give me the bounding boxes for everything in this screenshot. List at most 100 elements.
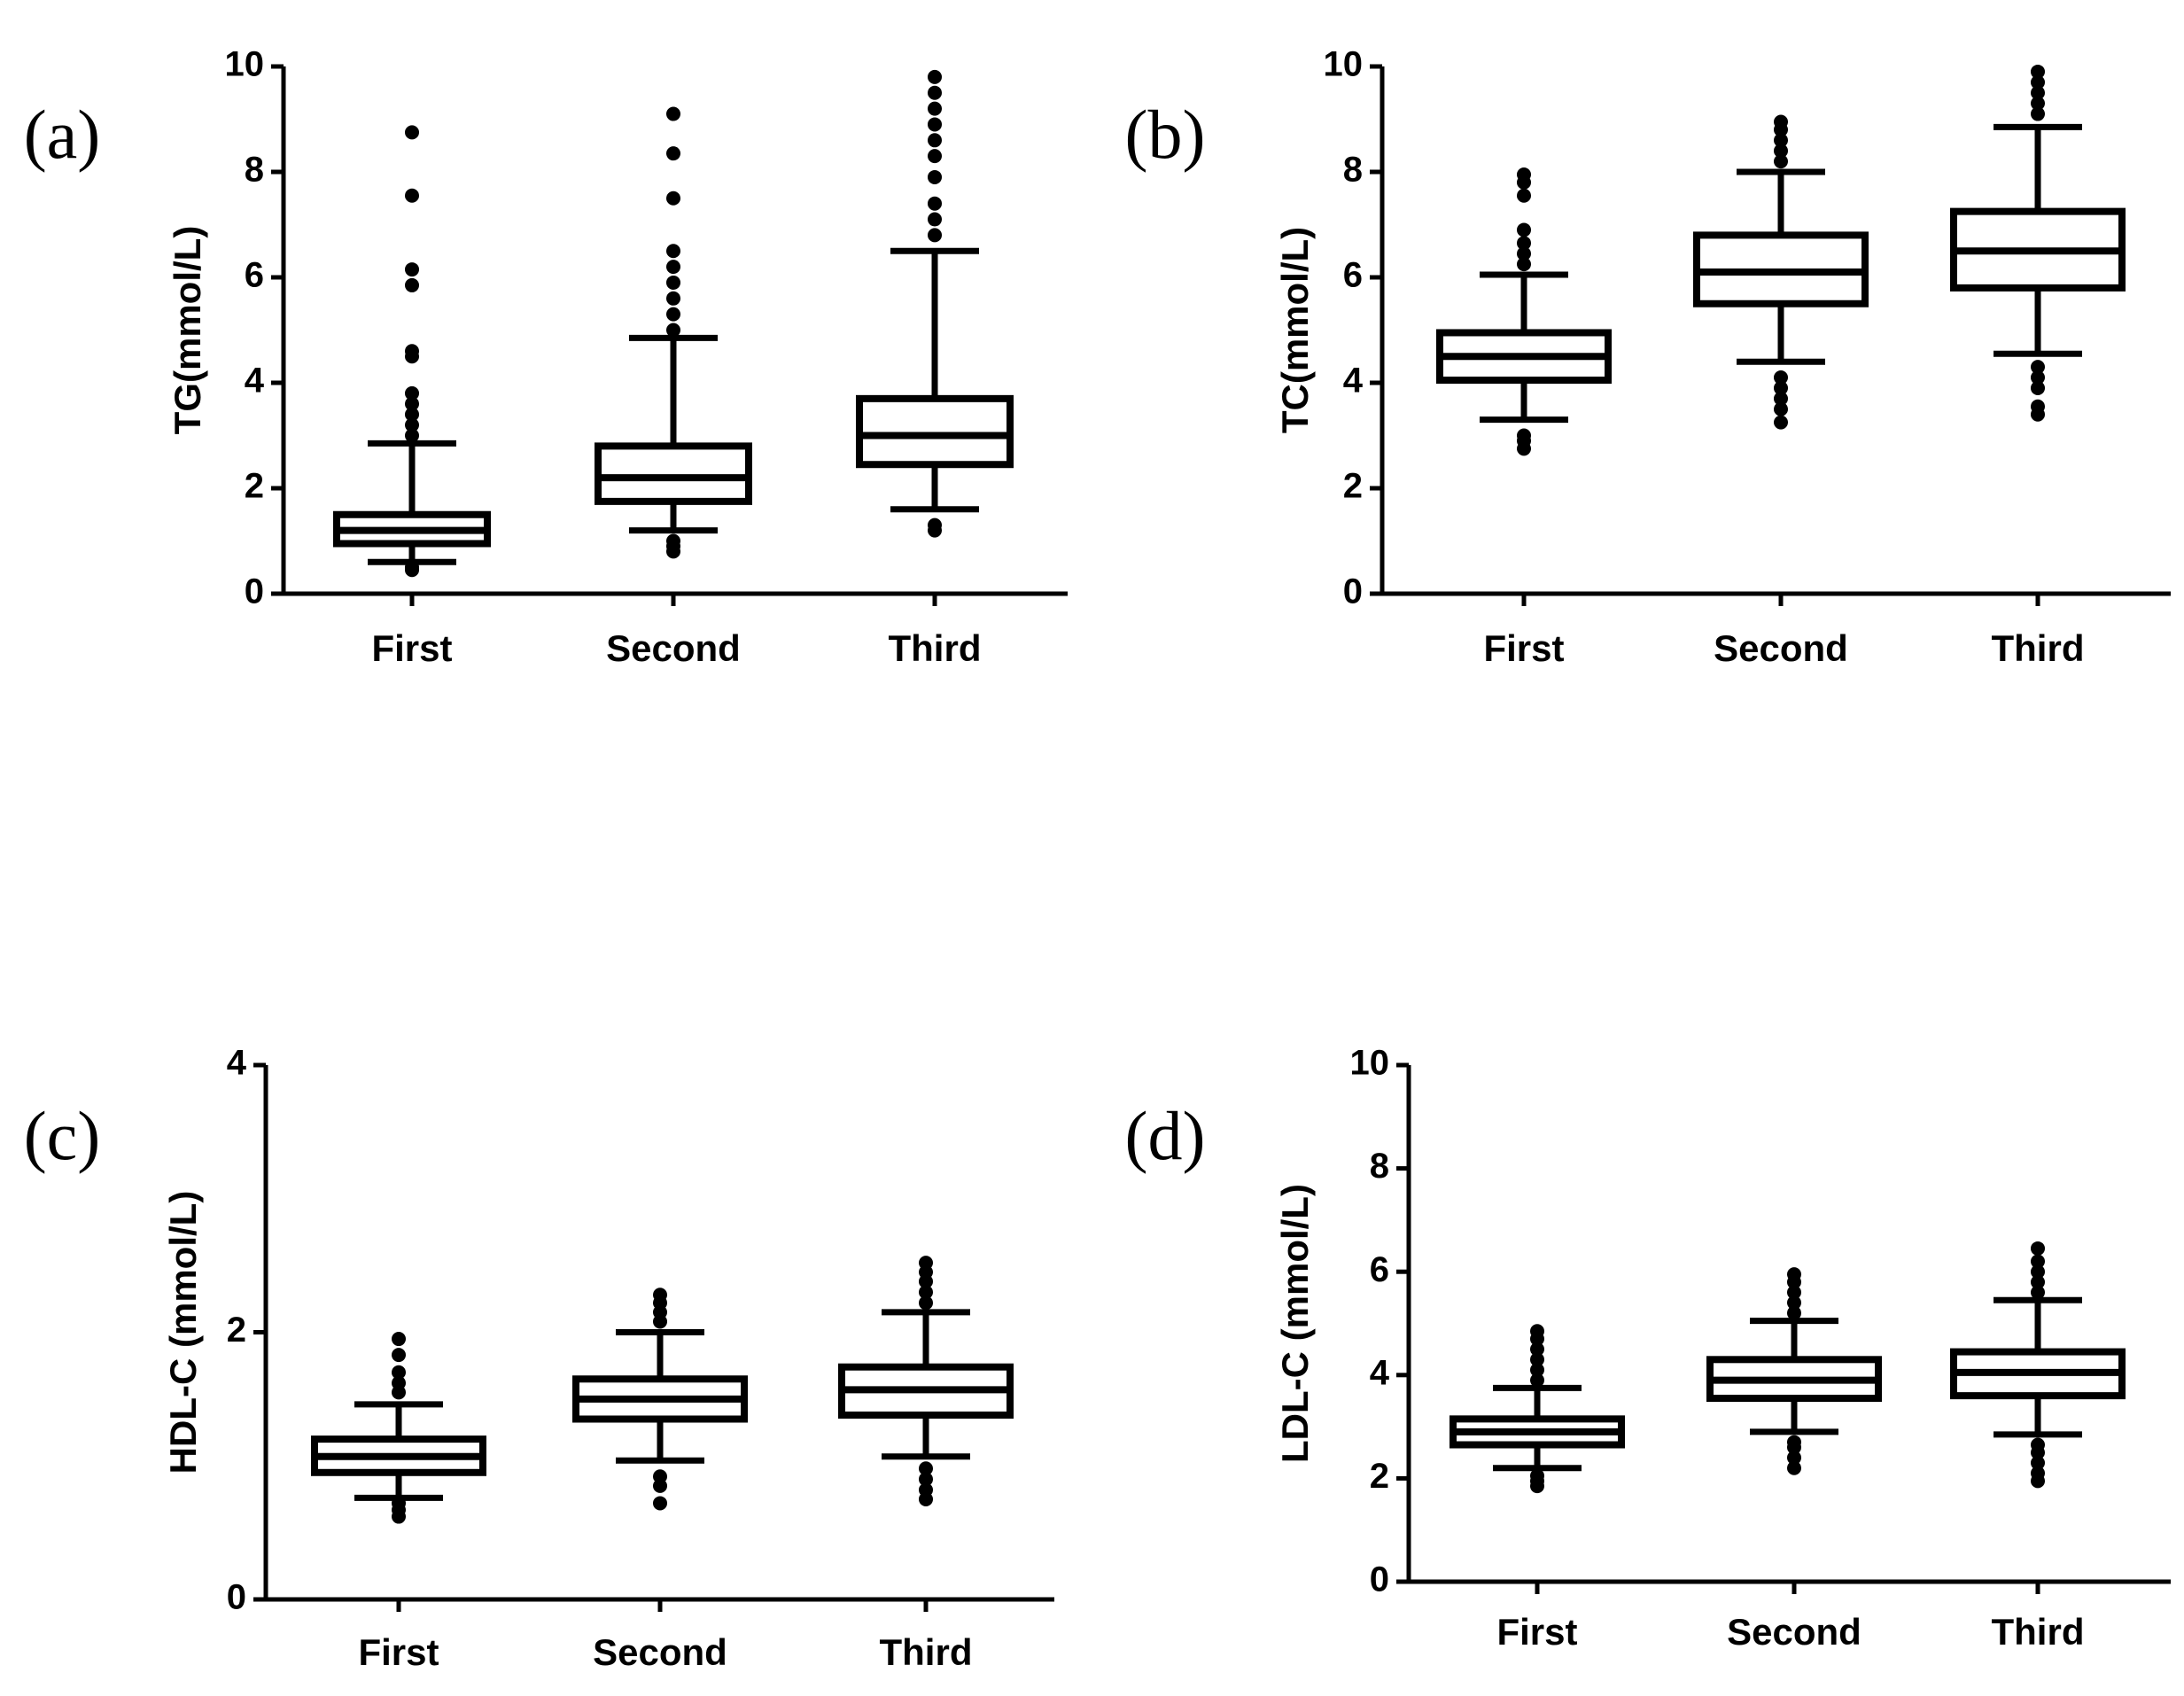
outlier-point	[919, 1461, 933, 1476]
outlier-point	[2031, 399, 2045, 414]
outlier-point	[928, 169, 942, 184]
x-category-label: Second	[1714, 627, 1848, 669]
outlier-point	[1787, 1305, 1801, 1320]
outlier-point	[928, 69, 942, 84]
outlier-point	[2031, 96, 2045, 111]
outlier-point	[405, 262, 419, 277]
outlier-point	[1517, 246, 1531, 261]
outlier-point	[392, 1375, 406, 1390]
y-tick-label: 2	[245, 467, 264, 506]
outlier-point	[2031, 1455, 2045, 1470]
outlier-point	[2031, 1241, 2045, 1256]
outlier-point	[405, 417, 419, 432]
x-category-label: Second	[593, 1631, 727, 1673]
y-tick-label: 0	[1343, 572, 1363, 611]
y-axis-title: TG(mmol/L)	[167, 226, 208, 435]
x-category-label: Third	[1992, 1611, 2085, 1653]
outlier-point	[653, 1469, 667, 1484]
y-tick-label: 8	[245, 151, 264, 190]
outlier-point	[666, 106, 680, 121]
outlier-point	[392, 1348, 406, 1363]
chart-panel-4: (d) 0 2 4 6 8 10 LDL-C (mmol/L) First Second Third	[1125, 1044, 2171, 1653]
iqr-box	[856, 394, 1014, 469]
outlier-point	[1517, 428, 1531, 443]
outlier-point	[2031, 1254, 2045, 1269]
outlier-point	[405, 125, 419, 140]
panel-label: (d)	[1125, 1097, 1206, 1174]
outlier-point	[1787, 1295, 1801, 1311]
outlier-point	[1774, 415, 1788, 430]
outlier-point	[392, 1365, 406, 1380]
outlier-point	[2031, 85, 2045, 100]
outlier-point	[2031, 74, 2045, 89]
outlier-point	[666, 146, 680, 161]
outlier-point	[666, 191, 680, 206]
chart-panel-2: (b) 0 2 4 6 8 10 TC(mmol/L) First Second Third	[1125, 45, 2171, 669]
outlier-point	[1517, 236, 1531, 251]
y-axis-title: HDL-C (mmol/L)	[162, 1191, 204, 1474]
outlier-point	[1774, 401, 1788, 416]
outlier-point	[1517, 188, 1531, 203]
outlier-point	[392, 1332, 406, 1347]
outlier-point	[1774, 370, 1788, 385]
outlier-point	[405, 428, 419, 443]
outlier-point	[405, 396, 419, 411]
y-tick-label: 4	[245, 362, 265, 401]
outlier-point	[1774, 391, 1788, 406]
outlier-point	[928, 196, 942, 211]
outlier-point	[1787, 1435, 1801, 1450]
outlier-point	[2031, 106, 2045, 121]
iqr-box	[595, 442, 752, 505]
outlier-point	[405, 407, 419, 422]
chart-panel-1: (a) 0 2 4 6 8 10 TG(mmol/L) First Second Third	[24, 45, 1068, 669]
x-category-label: Second	[1727, 1611, 1861, 1653]
outlier-point	[919, 1295, 933, 1311]
outlier-point	[919, 1256, 933, 1271]
outlier-point	[653, 1288, 667, 1303]
outlier-point	[405, 344, 419, 359]
outlier-point	[919, 1285, 933, 1300]
x-category-label: Third	[1992, 627, 2085, 669]
outlier-point	[1787, 1451, 1801, 1466]
outlier-point	[405, 560, 419, 575]
outlier-point	[1787, 1460, 1801, 1475]
outlier-point	[2031, 380, 2045, 395]
y-tick-label: 8	[1343, 151, 1363, 190]
y-tick-label: 6	[1370, 1250, 1389, 1289]
outlier-point	[1530, 1362, 1544, 1377]
outlier-point	[666, 323, 680, 338]
panel-label: (b)	[1125, 96, 1206, 173]
x-category-label: First	[1496, 1611, 1577, 1653]
outlier-point	[928, 101, 942, 116]
outlier-point	[666, 244, 680, 259]
outlier-point	[1517, 167, 1531, 182]
x-category-label: Third	[889, 627, 982, 669]
y-axis-title: TC(mmol/L)	[1274, 227, 1316, 433]
outlier-point	[392, 1496, 406, 1511]
y-tick-label: 4	[227, 1044, 247, 1083]
y-tick-label: 8	[1370, 1147, 1389, 1186]
outlier-point	[2031, 1274, 2045, 1289]
outlier-point	[919, 1482, 933, 1498]
outlier-point	[1530, 1352, 1544, 1367]
y-tick-label: 4	[1370, 1353, 1390, 1392]
panel-label: (c)	[24, 1097, 101, 1174]
y-tick-label: 6	[245, 256, 264, 295]
outlier-point	[405, 188, 419, 203]
outlier-point	[928, 517, 942, 533]
y-axis-title: LDL-C (mmol/L)	[1274, 1184, 1316, 1463]
outlier-point	[2031, 360, 2045, 375]
outlier-point	[1774, 154, 1788, 169]
outlier-point	[666, 260, 680, 275]
y-tick-label: 2	[1370, 1457, 1389, 1496]
outlier-point	[2031, 1285, 2045, 1300]
outlier-point	[666, 291, 680, 306]
outlier-point	[1774, 133, 1788, 148]
outlier-point	[666, 307, 680, 322]
outlier-point	[1530, 1342, 1544, 1357]
y-tick-label: 0	[1370, 1560, 1389, 1599]
y-tick-label: 4	[1343, 362, 1364, 401]
outlier-point	[1787, 1285, 1801, 1300]
x-category-label: First	[371, 627, 452, 669]
